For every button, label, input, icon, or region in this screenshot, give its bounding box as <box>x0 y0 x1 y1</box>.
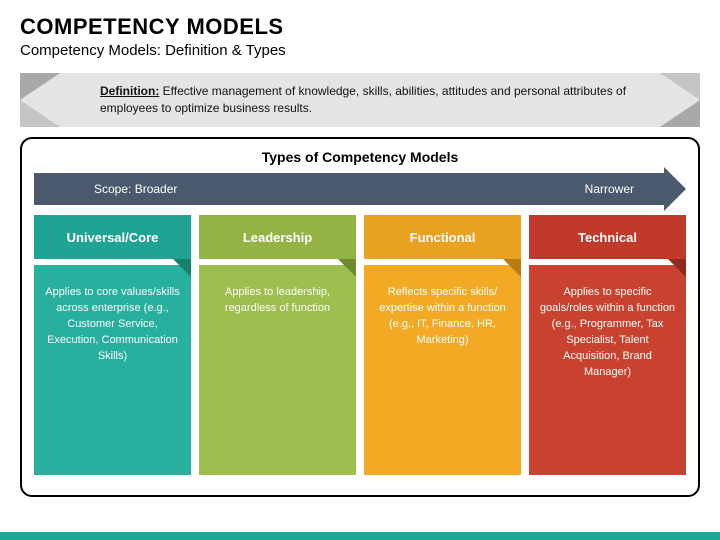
banner-accent-icon <box>660 100 700 127</box>
definition-body: Effective management of knowledge, skill… <box>100 84 626 115</box>
definition-banner: Definition: Effective management of know… <box>20 73 700 127</box>
fold-icon <box>173 259 191 277</box>
fold-icon <box>503 259 521 277</box>
competency-card: Functional Reflects specific skills/ expe… <box>364 215 521 475</box>
banner-accent-icon <box>20 73 60 100</box>
cards-row: Universal/Core Applies to core values/ski… <box>34 215 686 475</box>
scope-right-label: Narrower <box>585 182 634 196</box>
types-panel: Types of Competency Models Scope: Broade… <box>20 137 700 497</box>
card-body: Applies to core values/skills across ent… <box>34 265 191 475</box>
fold-icon <box>338 259 356 277</box>
scope-arrow: Scope: Broader Narrower <box>34 173 686 205</box>
competency-card: Universal/Core Applies to core values/ski… <box>34 215 191 475</box>
panel-title: Types of Competency Models <box>34 149 686 165</box>
definition-text: Definition: Effective management of know… <box>20 83 700 117</box>
arrowhead-icon <box>664 167 686 211</box>
competency-card: Technical Applies to specific goals/roles… <box>529 215 686 475</box>
footer-bar <box>0 532 720 540</box>
banner-accent-icon <box>20 100 60 127</box>
card-body: Applies to specific goals/roles within a… <box>529 265 686 475</box>
card-body: Applies to leadership, regardless of fun… <box>199 265 356 475</box>
card-title: Leadership <box>199 215 356 259</box>
scope-bar-body: Scope: Broader Narrower <box>34 173 664 205</box>
card-body: Reflects specific skills/ expertise with… <box>364 265 521 475</box>
card-title: Technical <box>529 215 686 259</box>
definition-label: Definition: <box>100 84 159 98</box>
fold-icon <box>668 259 686 277</box>
banner-accent-icon <box>660 73 700 100</box>
competency-card: Leadership Applies to leadership, regardl… <box>199 215 356 475</box>
card-title: Functional <box>364 215 521 259</box>
subtitle: Competency Models: Definition & Types <box>0 42 720 69</box>
card-title: Universal/Core <box>34 215 191 259</box>
page-title: COMPETENCY MODELS <box>0 0 720 42</box>
scope-left-label: Scope: Broader <box>94 182 177 196</box>
